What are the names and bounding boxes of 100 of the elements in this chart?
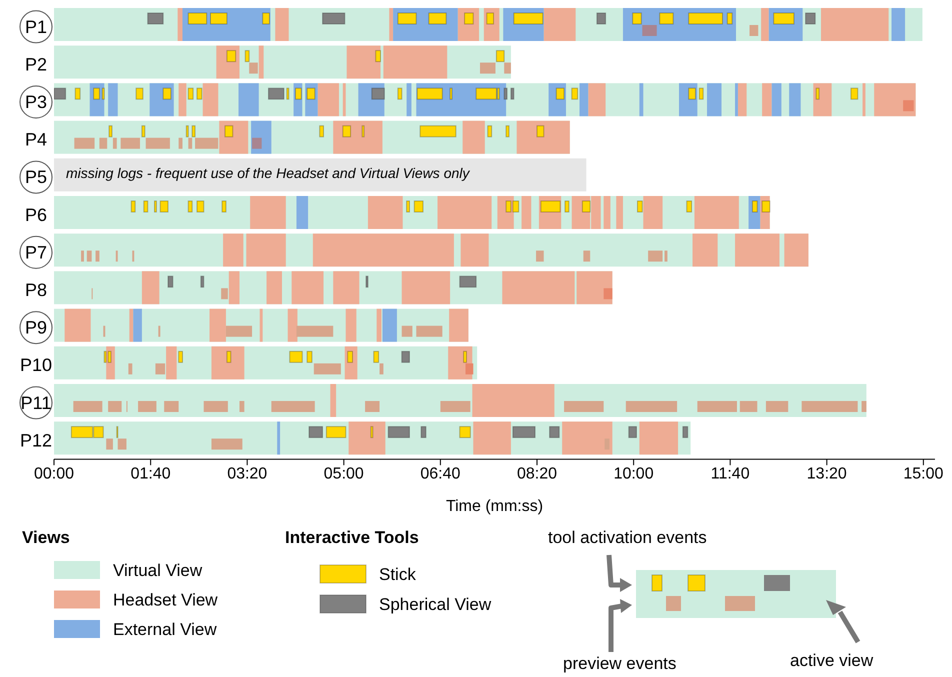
bar (292, 271, 324, 304)
bar (504, 62, 511, 74)
bar (616, 196, 623, 229)
bar (476, 88, 497, 100)
bar (133, 308, 142, 342)
bar (136, 88, 144, 100)
bar (903, 100, 914, 112)
bar (697, 400, 737, 412)
bar (376, 308, 382, 342)
bar (813, 83, 832, 116)
bar (226, 350, 232, 363)
bar (166, 346, 177, 380)
bar (628, 426, 637, 438)
bar (306, 350, 312, 363)
bar (738, 83, 747, 116)
bar (462, 120, 485, 154)
bar (86, 250, 92, 262)
bar (226, 50, 236, 62)
bar (440, 400, 470, 412)
bar (639, 83, 644, 116)
bar (375, 50, 382, 62)
bar (588, 83, 606, 116)
x-tick-label: 08:20 (517, 466, 558, 483)
x-tick-label: 13:20 (806, 466, 847, 483)
bar (96, 250, 100, 262)
bar (308, 426, 324, 438)
bar (295, 88, 302, 100)
bar (306, 88, 316, 100)
x-tick-label: 15:00 (903, 466, 944, 483)
bar (761, 8, 769, 41)
bar (821, 8, 889, 41)
bar (406, 200, 410, 212)
bar (266, 271, 282, 304)
y-tick-label: P4 (25, 130, 48, 150)
bar (380, 363, 384, 374)
bar (74, 88, 81, 100)
bar (420, 125, 456, 138)
bar (188, 88, 194, 100)
bar (108, 350, 112, 363)
bar (210, 308, 226, 342)
bar (202, 83, 218, 116)
bar (874, 83, 916, 116)
text: tool activation events (548, 528, 707, 547)
bar (460, 234, 489, 267)
bar (128, 363, 132, 374)
bar (318, 83, 339, 116)
bar (416, 326, 442, 337)
bar (688, 88, 696, 100)
bar (752, 200, 758, 212)
bar (262, 12, 270, 24)
legend-label: Virtual View (113, 561, 203, 580)
bar (694, 196, 739, 229)
bar (536, 250, 544, 262)
bar (118, 438, 126, 450)
bar (383, 46, 448, 79)
bar (250, 196, 286, 229)
y-tick-label: P1 (25, 16, 48, 37)
bar (288, 308, 298, 342)
bar (275, 8, 289, 41)
bar (81, 250, 84, 262)
bar (688, 12, 723, 24)
bar (473, 422, 511, 455)
bar (108, 125, 112, 138)
bar (244, 50, 250, 62)
bar (73, 400, 102, 412)
bar (463, 350, 467, 363)
bar (642, 25, 657, 36)
bar (224, 125, 234, 138)
bar (862, 83, 866, 116)
bar (54, 158, 586, 192)
bar (210, 12, 228, 24)
bar (438, 196, 492, 229)
x-tick-label: 11:40 (710, 466, 750, 483)
y-tick-label: P9 (25, 318, 48, 338)
bar (200, 276, 204, 288)
bar (544, 8, 576, 41)
bar (155, 363, 166, 374)
y-tick-label: P11 (20, 392, 52, 413)
bar (564, 200, 570, 212)
legend-label: Headset View (113, 590, 218, 610)
bar (178, 8, 182, 41)
bar (459, 426, 471, 438)
bar (188, 138, 192, 149)
bar (222, 200, 226, 212)
bar (692, 234, 718, 267)
x-tick-label: 03:20 (227, 466, 268, 483)
bar (496, 50, 505, 62)
bar (196, 88, 202, 100)
y-tick-label: P10 (20, 355, 52, 376)
bar (576, 271, 612, 304)
bar (108, 400, 122, 412)
x-tick-label: 05:00 (324, 466, 364, 483)
bar (466, 363, 474, 374)
bar (892, 8, 906, 41)
bar (141, 125, 146, 138)
bar (402, 326, 412, 337)
bar (249, 62, 258, 74)
bar (632, 12, 642, 24)
bar (371, 88, 385, 100)
bar (510, 88, 514, 100)
